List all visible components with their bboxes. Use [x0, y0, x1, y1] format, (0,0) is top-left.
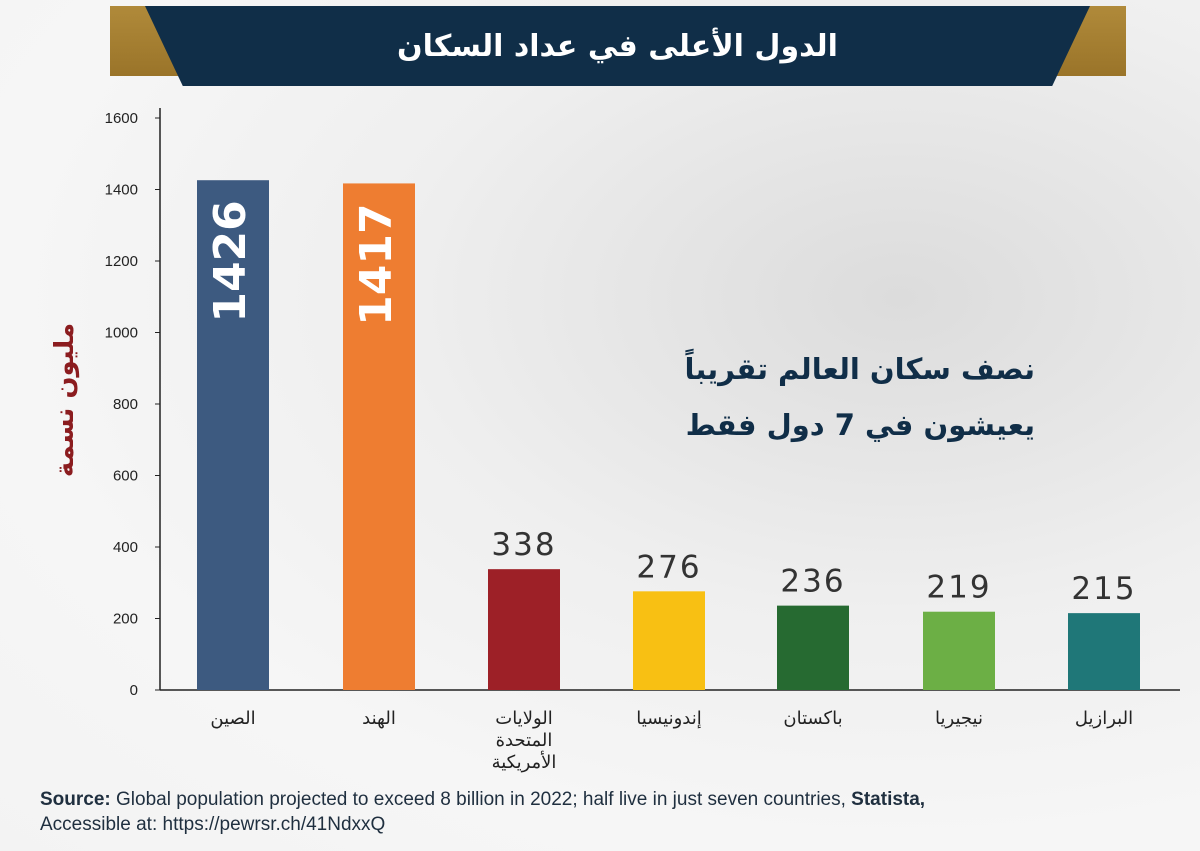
- category-label: المتحدة: [496, 730, 553, 751]
- bar: [1068, 613, 1140, 690]
- y-tick-label: 1200: [105, 253, 138, 270]
- annotation-line-1: نصف سكان العالم تقريباً: [684, 352, 1035, 386]
- source-access: Accessible at: https://pewrsr.ch/41NdxxQ: [40, 814, 386, 835]
- bar: [923, 611, 995, 690]
- header-banner: الدول الأعلى في عداد السكان: [0, 0, 1200, 90]
- bar-value-label: 1417: [351, 203, 402, 325]
- category-label: البرازيل: [1075, 708, 1133, 729]
- y-tick-label: 400: [113, 539, 138, 556]
- category-label: الولايات: [495, 708, 553, 729]
- bar-value-label: 338: [491, 527, 556, 563]
- bar: [197, 180, 269, 690]
- bar-value-label: 1426: [205, 200, 256, 322]
- y-tick-label: 1000: [105, 325, 138, 342]
- source-publisher: Statista,: [851, 789, 926, 810]
- bar-value-label: 236: [780, 564, 845, 600]
- bar: [488, 569, 560, 690]
- bar: [343, 183, 415, 691]
- banner-background: [145, 6, 1090, 86]
- source-label: Source:: [40, 789, 111, 810]
- bar: [633, 591, 705, 690]
- source-note: Source: Global population projected to e…: [40, 787, 1160, 837]
- y-tick-label: 1600: [105, 110, 138, 127]
- category-label: إندونيسيا: [636, 708, 702, 729]
- category-label: نيجيريا: [935, 708, 983, 729]
- category-label: الصين: [210, 708, 255, 729]
- y-tick-label: 600: [113, 468, 138, 485]
- annotation-line-2: يعيشون في 7 دول فقط: [685, 408, 1035, 442]
- bar: [777, 605, 849, 690]
- category-label: الهند: [362, 708, 396, 729]
- category-label: الأمريكية: [492, 751, 557, 773]
- y-tick-label: 0: [130, 682, 138, 699]
- category-label: باكستان: [783, 708, 842, 729]
- source-text: Global population projected to exceed 8 …: [116, 789, 846, 810]
- y-tick-label: 800: [113, 396, 138, 413]
- chart-title: الدول الأعلى في عداد السكان: [397, 28, 838, 64]
- y-tick-label: 200: [113, 611, 138, 628]
- y-axis-label: مليون نسمة: [50, 322, 80, 478]
- bar-value-label: 215: [1071, 571, 1136, 607]
- y-tick-label: 1400: [105, 182, 138, 199]
- bar-value-label: 276: [636, 549, 701, 585]
- bar-value-label: 219: [926, 570, 991, 606]
- y-axis-label-wrap: مليون نسمة: [20, 300, 110, 500]
